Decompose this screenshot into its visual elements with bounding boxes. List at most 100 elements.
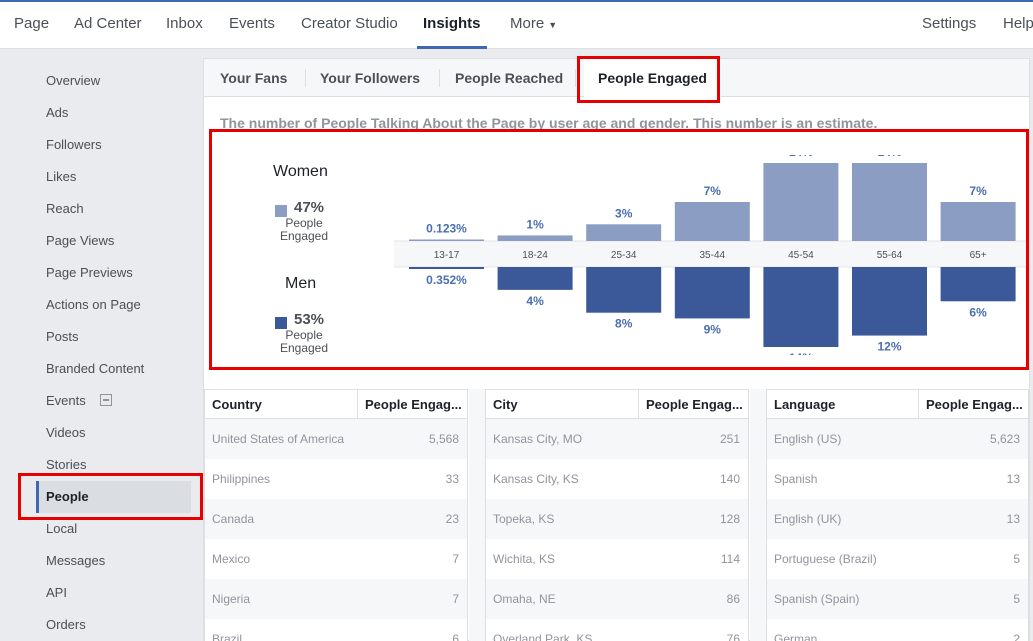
table-cell-name: Kansas City, KS bbox=[493, 472, 579, 486]
men-value-label: 14% bbox=[789, 351, 813, 355]
caption-line: People bbox=[285, 328, 323, 342]
women-value-label: 7% bbox=[969, 184, 987, 198]
table-row: Overland Park, KS 76 bbox=[486, 619, 748, 641]
sidebar-item-stories[interactable]: Stories bbox=[46, 457, 87, 472]
column-header[interactable]: Language bbox=[774, 397, 836, 412]
sidebar-item-likes[interactable]: Likes bbox=[46, 169, 77, 184]
nav-events[interactable]: Events bbox=[229, 15, 275, 32]
language-table: Language People Engag... English (US) 5,623… bbox=[766, 389, 1029, 641]
nav-ad-center[interactable]: Ad Center bbox=[74, 15, 142, 32]
nav-help[interactable]: Help bbox=[1003, 15, 1033, 32]
sidebar-item-events[interactable]: Events bbox=[36, 385, 191, 417]
nav-inbox[interactable]: Inbox bbox=[166, 15, 203, 32]
tab-people-engaged[interactable]: People Engaged bbox=[584, 59, 721, 98]
men-value-label: 6% bbox=[969, 305, 987, 319]
tab-people-reached[interactable]: People Reached bbox=[455, 70, 564, 86]
age-tick-label: 45-54 bbox=[788, 250, 814, 261]
chart-subtitle: The number of People Talking About the P… bbox=[220, 115, 878, 131]
women-value-label: 1% bbox=[526, 217, 544, 231]
women-value-label: 14% bbox=[789, 155, 813, 159]
table-cell-value: 251 bbox=[719, 432, 740, 446]
sidebar-item-posts[interactable]: Posts bbox=[46, 329, 79, 344]
women-bar-45-54 bbox=[763, 163, 839, 241]
table-cell-value: 140 bbox=[719, 472, 740, 486]
age-tick-label: 18-24 bbox=[522, 250, 548, 261]
sidebar-item-actions-on-page[interactable]: Actions on Page bbox=[46, 297, 141, 312]
nav-page[interactable]: Page bbox=[14, 15, 50, 32]
table-cell-name: German bbox=[774, 632, 818, 641]
women-value-label: 14% bbox=[877, 155, 901, 159]
top-navigation: Page Ad Center Inbox Events Creator Stud… bbox=[0, 0, 1033, 49]
legend-men-swatch bbox=[275, 317, 287, 329]
sidebar-item-videos[interactable]: Videos bbox=[46, 425, 86, 440]
caption-line: Engaged bbox=[279, 229, 329, 243]
table-cell-value: 76 bbox=[726, 632, 740, 641]
table-cell-value: 33 bbox=[445, 472, 459, 486]
table-cell-name: English (UK) bbox=[774, 512, 842, 526]
women-bar-35-44 bbox=[674, 202, 750, 241]
legend-women-title: Women bbox=[273, 163, 328, 180]
sidebar-item-messages[interactable]: Messages bbox=[46, 553, 106, 568]
sidebar-item-people[interactable]: People bbox=[36, 481, 191, 513]
tab-your-fans[interactable]: Your Fans bbox=[220, 70, 288, 86]
column-header[interactable]: People Engag... bbox=[638, 390, 748, 419]
legend-men-caption: People Engaged bbox=[264, 329, 344, 355]
table-cell-value: 2 bbox=[1013, 632, 1020, 641]
sidebar-item-api[interactable]: API bbox=[46, 585, 67, 600]
nav-insights[interactable]: Insights bbox=[417, 2, 486, 49]
column-header[interactable]: People Engag... bbox=[357, 390, 467, 419]
table-cell-value: 7 bbox=[452, 552, 459, 566]
country-table: Country People Engag... United States of A… bbox=[204, 389, 468, 641]
sidebar-item-reach[interactable]: Reach bbox=[46, 201, 84, 216]
men-bar-35-44 bbox=[674, 267, 750, 319]
sidebar-item-local[interactable]: Local bbox=[46, 521, 78, 536]
tab-your-followers[interactable]: Your Followers bbox=[320, 70, 421, 86]
table-cell-name: Brazil bbox=[212, 632, 243, 641]
men-value-label: 8% bbox=[615, 317, 633, 331]
caption-line: People bbox=[285, 216, 323, 230]
table-header: Language People Engag... bbox=[767, 389, 1028, 419]
table-row: German 2 bbox=[767, 619, 1028, 641]
nav-more[interactable]: More ▼ bbox=[510, 2, 557, 49]
table-cell-value: 13 bbox=[1006, 472, 1020, 486]
women-bar-55-64 bbox=[852, 163, 927, 241]
women-value-label: 3% bbox=[615, 206, 633, 220]
table-row: Portuguese (Brazil) 5 bbox=[767, 539, 1028, 579]
table-cell-name: Overland Park, KS bbox=[493, 632, 593, 641]
nav-creator-studio[interactable]: Creator Studio bbox=[301, 15, 398, 32]
men-bar-45-54 bbox=[763, 267, 839, 347]
men-bar-13-17 bbox=[409, 267, 484, 270]
table-row: Canada 23 bbox=[205, 499, 467, 539]
women-bar-65+ bbox=[940, 202, 1016, 241]
table-row: Omaha, NE 86 bbox=[486, 579, 748, 619]
column-header[interactable]: People Engag... bbox=[918, 390, 1028, 419]
men-bar-65+ bbox=[940, 267, 1016, 302]
sidebar-item-page-previews[interactable]: Page Previews bbox=[46, 265, 133, 280]
sidebar-item-followers[interactable]: Followers bbox=[46, 137, 102, 152]
tab-divider bbox=[305, 69, 306, 87]
tab-divider bbox=[575, 69, 576, 87]
nav-settings[interactable]: Settings bbox=[922, 15, 977, 32]
sidebar-item-orders[interactable]: Orders bbox=[46, 617, 86, 632]
sidebar-item-page-views[interactable]: Page Views bbox=[46, 233, 115, 248]
sidebar-item-overview[interactable]: Overview bbox=[46, 73, 101, 88]
table-row: Spanish (Spain) 5 bbox=[767, 579, 1028, 619]
women-bar-25-34 bbox=[586, 224, 662, 241]
legend-men-title: Men bbox=[285, 275, 317, 292]
table-cell-value: 7 bbox=[452, 592, 459, 606]
men-value-label: 12% bbox=[877, 340, 901, 354]
table-cell-value: 5,623 bbox=[989, 432, 1020, 446]
sidebar-item-ads[interactable]: Ads bbox=[46, 105, 69, 120]
column-header[interactable]: Country bbox=[212, 397, 262, 412]
age-tick-label: 35-44 bbox=[700, 250, 726, 261]
table-row: Kansas City, MO 251 bbox=[486, 419, 748, 459]
table-row: United States of America 5,568 bbox=[205, 419, 467, 459]
table-cell-value: 5 bbox=[1013, 552, 1020, 566]
caret-down-icon: ▼ bbox=[548, 20, 558, 30]
table-cell-name: Portuguese (Brazil) bbox=[774, 552, 877, 566]
column-header[interactable]: City bbox=[493, 397, 518, 412]
table-header: City People Engag... bbox=[486, 389, 748, 419]
men-value-label: 0.352% bbox=[426, 273, 467, 287]
sidebar-item-branded-content[interactable]: Branded Content bbox=[46, 361, 145, 376]
table-row: Kansas City, KS 140 bbox=[486, 459, 748, 499]
